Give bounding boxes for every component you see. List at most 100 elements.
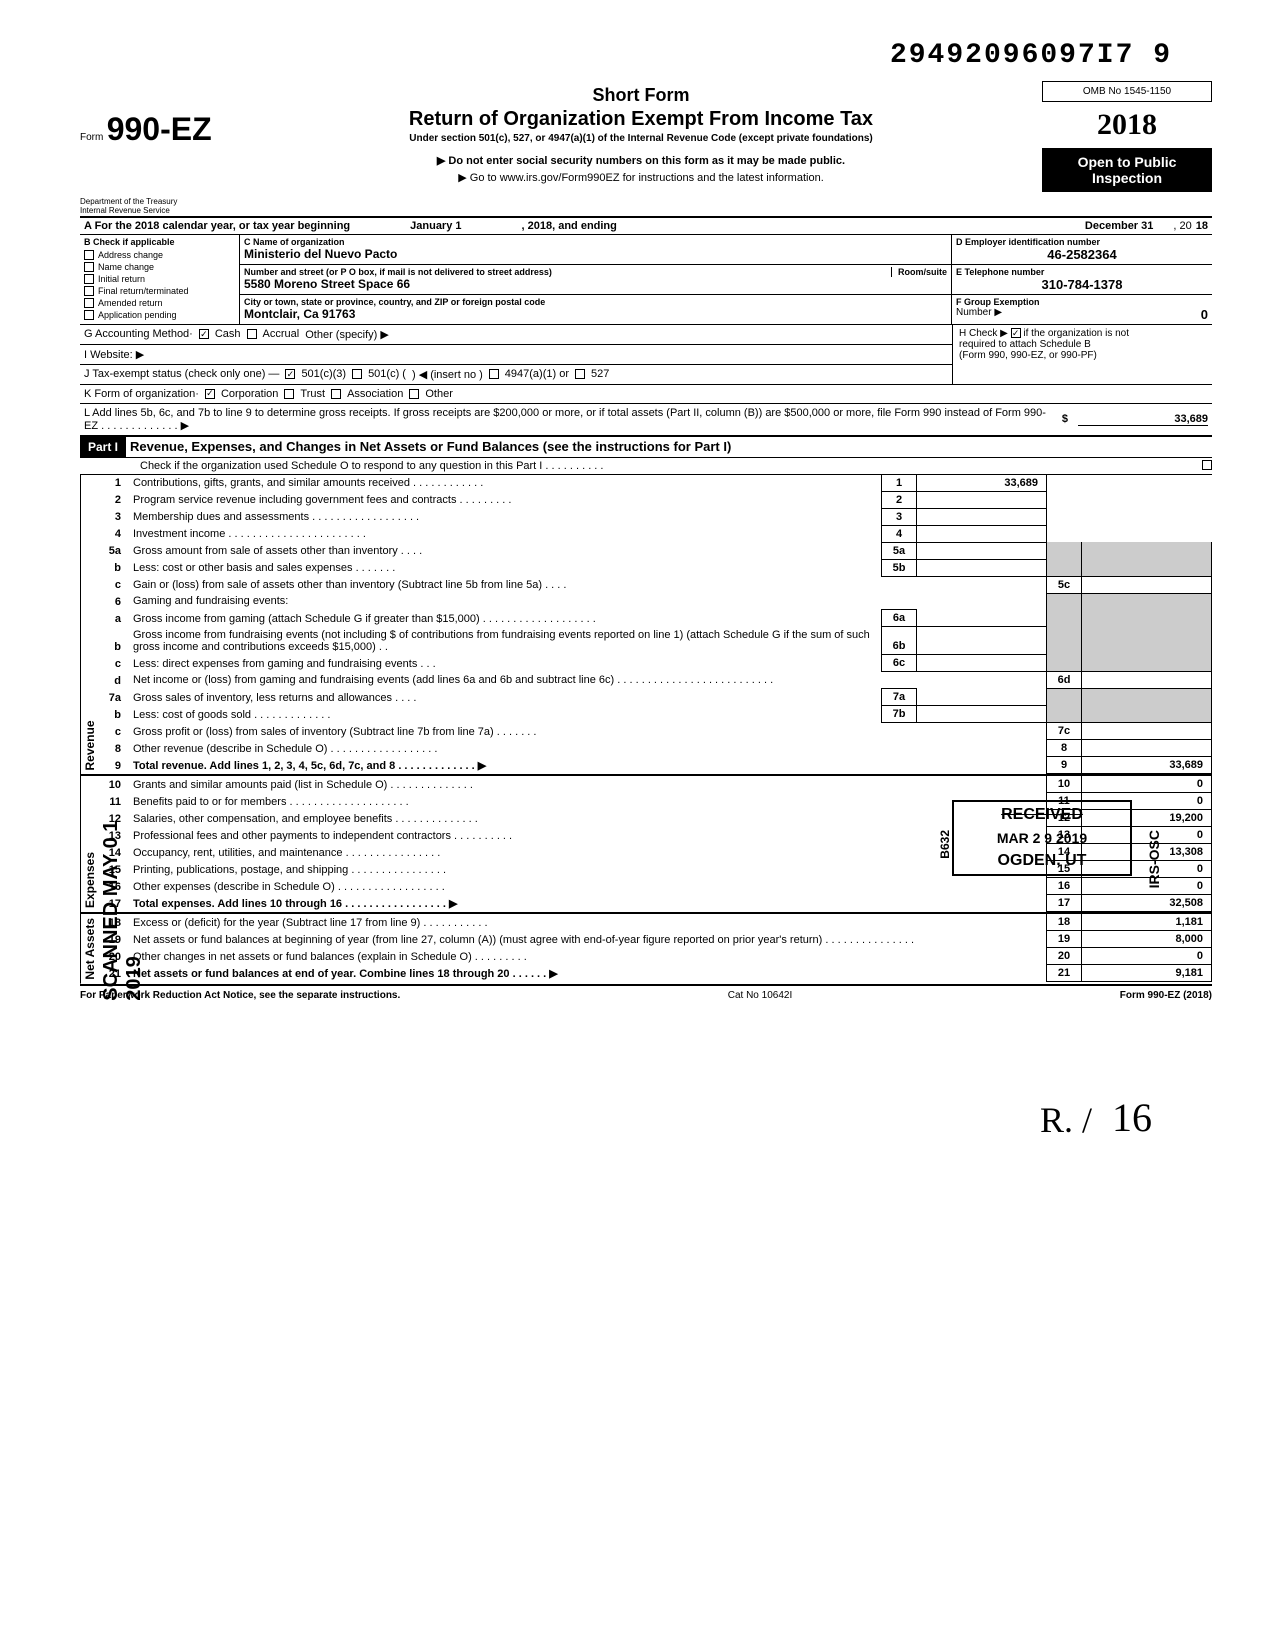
row-k-form-org: K Form of organization· ✓Corporation Tru… [80, 385, 1212, 404]
line-8-desc: Other revenue (describe in Schedule O) .… [129, 740, 1047, 757]
part-1-sub-text: Check if the organization used Schedule … [140, 460, 603, 472]
part-1-label: Part I [80, 437, 126, 457]
check-association[interactable] [331, 389, 341, 399]
street-label: Number and street (or P O box, if mail i… [244, 267, 552, 277]
tax-status-label: J Tax-exempt status (check only one) — [84, 368, 279, 380]
check-527[interactable] [575, 369, 585, 379]
row-a-tax-year: A For the 2018 calendar year, or tax yea… [80, 218, 1212, 235]
label-final-return: Final return/terminated [98, 286, 189, 296]
row-a-mid: , 2018, and ending [522, 220, 617, 232]
check-corporation[interactable]: ✓ [205, 389, 215, 399]
label-4947: 4947(a)(1) or [505, 368, 569, 380]
short-form-label: Short Form [248, 85, 1034, 106]
website-label: I Website: ▶ [84, 348, 144, 361]
line-18-amt: 1,181 [1082, 914, 1212, 931]
line-7b-desc: Less: cost of goods sold . . . . . . . .… [133, 709, 330, 721]
city-label: City or town, state or province, country… [244, 297, 947, 307]
line-18-desc: Excess or (deficit) for the year (Subtra… [129, 914, 1047, 931]
org-name: Ministerio del Nuevo Pacto [244, 247, 947, 261]
line-6d-desc: Net income or (loss) from gaming and fun… [129, 672, 1047, 689]
check-4947[interactable] [489, 369, 499, 379]
omb-number: OMB No 1545-1150 [1042, 81, 1212, 102]
label-trust: Trust [300, 388, 325, 400]
label-amended: Amended return [98, 298, 163, 308]
year-end: December 31 [1085, 220, 1154, 232]
h-text2: if the organization is not [1023, 328, 1129, 339]
line-7c-amt [1082, 723, 1212, 740]
check-other-org[interactable] [409, 389, 419, 399]
row-j-tax-status: J Tax-exempt status (check only one) — ✓… [80, 365, 952, 384]
line-6a-desc: Gross income from gaming (attach Schedul… [133, 613, 596, 625]
line-3-amt [917, 508, 1047, 525]
check-final-return[interactable] [84, 286, 94, 296]
label-name-change: Name change [98, 262, 154, 272]
gross-receipts-amount: 33,689 [1078, 413, 1208, 426]
ssn-warning: ▶ Do not enter social security numbers o… [248, 154, 1034, 167]
line-4-amt [917, 525, 1047, 542]
section-h: H Check ▶ ✓ if the organization is not r… [952, 325, 1212, 384]
label-app-pending: Application pending [98, 310, 177, 320]
check-501c[interactable] [352, 369, 362, 379]
room-label: Room/suite [891, 267, 947, 277]
page-footer: For Paperwork Reduction Act Notice, see … [80, 986, 1212, 1001]
form-prefix: Form [80, 132, 103, 143]
line-19-desc: Net assets or fund balances at beginning… [129, 931, 1047, 948]
street-value: 5580 Moreno Street Space 66 [244, 277, 947, 291]
line-13-desc: Professional fees and other payments to … [129, 827, 1047, 844]
line-5c-desc: Gain or (loss) from sale of assets other… [129, 576, 1047, 593]
line-2-amt [917, 491, 1047, 508]
form-number: 990-EZ [107, 111, 212, 147]
label-cash: Cash [215, 328, 241, 340]
line-8-amt [1082, 740, 1212, 757]
check-501c3[interactable]: ✓ [285, 369, 295, 379]
line-7c-desc: Gross profit or (loss) from sales of inv… [129, 723, 1047, 740]
section-b-checks: B Check if applicable Address change Nam… [80, 235, 240, 324]
accounting-label: G Accounting Method· [84, 328, 193, 340]
ein-value: 46-2582364 [956, 247, 1208, 262]
line-3-desc: Membership dues and assessments . . . . … [129, 508, 882, 525]
year-suffix: , 20 [1153, 220, 1191, 232]
check-initial-return[interactable] [84, 274, 94, 284]
line-15-desc: Printing, publications, postage, and shi… [129, 861, 1047, 878]
label-accrual: Accrual [263, 328, 300, 340]
line-20-amt: 0 [1082, 948, 1212, 965]
check-part1-schedule-o[interactable] [1202, 460, 1212, 470]
line-21-amt: 9,181 [1082, 965, 1212, 982]
check-accrual[interactable] [247, 329, 257, 339]
line-5c-amt [1082, 576, 1212, 593]
label-initial-return: Initial return [98, 274, 145, 284]
side-label-revenue: Revenue [80, 475, 99, 775]
label-other-method: Other (specify) ▶ [305, 328, 389, 341]
form-header: Form 990-EZ Department of the Treasury I… [80, 81, 1212, 218]
check-app-pending[interactable] [84, 310, 94, 320]
line-5a-desc: Gross amount from sale of assets other t… [133, 545, 422, 557]
check-name-change[interactable] [84, 262, 94, 272]
line-11-desc: Benefits paid to or for members . . . . … [129, 793, 1047, 810]
scanned-stamp: SCANNED MAY 0 1 2019 [100, 820, 146, 1001]
received-title: RECEIVED [958, 806, 1126, 824]
check-trust[interactable] [284, 389, 294, 399]
ein-label: D Employer identification number [956, 237, 1208, 247]
row-l-gross-receipts: L Add lines 5b, 6c, and 7b to line 9 to … [80, 404, 1212, 437]
group-number-label: Number ▶ [956, 307, 1002, 322]
part-1-title: Revenue, Expenses, and Changes in Net As… [126, 439, 731, 454]
group-number-value: 0 [1201, 307, 1208, 322]
check-cash[interactable]: ✓ [199, 329, 209, 339]
line-19-amt: 8,000 [1082, 931, 1212, 948]
line-17-desc: Total expenses. Add lines 10 through 16 … [129, 895, 1047, 912]
line-1-desc: Contributions, gifts, grants, and simila… [129, 475, 882, 492]
check-amended[interactable] [84, 298, 94, 308]
open-public-badge: Open to Public Inspection [1042, 148, 1212, 192]
check-h[interactable]: ✓ [1011, 328, 1021, 338]
phone-label: E Telephone number [956, 267, 1208, 277]
line-6-desc: Gaming and fundraising events: [129, 593, 1047, 610]
hand-r: R. / [1040, 1099, 1092, 1141]
check-address-change[interactable] [84, 250, 94, 260]
line-12-desc: Salaries, other compensation, and employ… [129, 810, 1047, 827]
row-i-website: I Website: ▶ [80, 345, 952, 365]
line-2-desc: Program service revenue including govern… [129, 491, 882, 508]
revenue-table: 1Contributions, gifts, grants, and simil… [99, 475, 1212, 775]
line-21-desc: Net assets or fund balances at end of ye… [129, 965, 1047, 982]
subtitle: Under section 501(c), 527, or 4947(a)(1)… [248, 133, 1034, 144]
line-1-amt: 33,689 [917, 475, 1047, 492]
